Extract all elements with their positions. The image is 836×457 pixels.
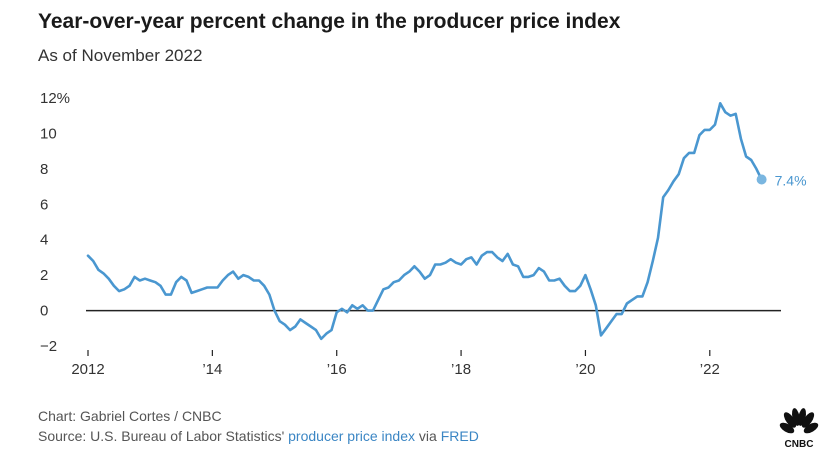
cnbc-peacock-logo: CNBC: [779, 408, 819, 450]
end-value-label: 7.4%: [775, 172, 807, 188]
ppi-source-link[interactable]: producer price index: [288, 428, 415, 444]
chart-source: Source: U.S. Bureau of Labor Statistics'…: [38, 428, 479, 444]
chart-credit: Chart: Gabriel Cortes / CNBC: [38, 408, 222, 424]
x-tick-label: ’14: [202, 361, 222, 378]
y-tick-label: 12%: [40, 90, 70, 107]
peacock-feathers-icon: [779, 408, 819, 434]
source-via: via: [418, 428, 437, 444]
y-tick-label: 10: [40, 125, 57, 142]
end-point-marker: [756, 174, 767, 185]
y-tick-label: 6: [40, 196, 48, 213]
y-tick-label: 4: [40, 232, 48, 249]
y-tick-label: −2: [40, 338, 57, 355]
series-line-ppi: [86, 102, 763, 341]
x-axis: 2012 ’14 ’16 ’18 ’20 ’22: [71, 350, 720, 378]
y-tick-label: 8: [40, 161, 48, 178]
ppi-line-chart: 12% 10 8 6 4 2 0 −2 2012 ’14 ’16 ’18 ’20 ’22 7.4%: [40, 90, 807, 378]
y-tick-label: 0: [40, 303, 48, 320]
x-tick-label: ’22: [700, 361, 720, 378]
cnbc-wordmark: CNBC: [785, 439, 814, 450]
source-prefix: Source: U.S. Bureau of Labor Statistics': [38, 428, 285, 444]
y-tick-label: 2: [40, 267, 48, 284]
chart-subtitle: As of November 2022: [38, 46, 203, 65]
chart-title: Year-over-year percent change in the pro…: [38, 10, 621, 33]
fred-source-link[interactable]: FRED: [440, 428, 479, 444]
x-tick-label: 2012: [71, 361, 104, 378]
y-axis: 12% 10 8 6 4 2 0 −2: [40, 90, 781, 355]
x-tick-label: ’18: [451, 361, 471, 378]
x-tick-label: ’20: [575, 361, 595, 378]
x-tick-label: ’16: [327, 361, 347, 378]
